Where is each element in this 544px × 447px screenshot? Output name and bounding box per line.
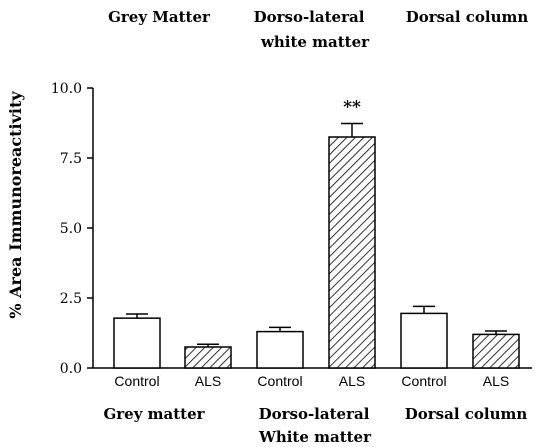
x-tick-label: ALS: [483, 373, 509, 389]
x-tick-label: Control: [114, 373, 159, 389]
top-group-label-dorso-lateral-line1: Dorso-lateral: [254, 8, 365, 26]
bar-control-2: [256, 330, 304, 369]
bottom-group-label-dorso-lateral-line1: Dorso-lateral: [259, 405, 370, 423]
y-axis-label: % Area Immunoreactivity: [6, 91, 25, 319]
top-group-label-grey-matter: Grey Matter: [108, 8, 211, 26]
x-tick-label: Control: [401, 373, 446, 389]
x-tick-label: Control: [257, 373, 302, 389]
top-group-label-dorsal-column: Dorsal column: [406, 8, 529, 26]
bottom-group-label-grey-matter: Grey matter: [103, 405, 205, 423]
bar-control-4: [400, 312, 448, 369]
bar-als-3: [328, 136, 376, 369]
bar-als-5: [472, 333, 520, 369]
axes: 0.0 2.5 5.0 7.5 10.0: [51, 81, 532, 377]
y-tick-label: 10.0: [51, 81, 82, 97]
x-tick-label: ALS: [339, 373, 365, 389]
y-tick-label: 0.0: [60, 361, 82, 377]
top-group-label-dorso-lateral-line2: white matter: [260, 33, 370, 51]
y-tick-label: 2.5: [60, 291, 82, 307]
bar-control-0: [113, 317, 161, 369]
bars: **: [113, 98, 520, 369]
bottom-group-label-dorsal-column: Dorsal column: [405, 405, 528, 423]
bar-als-1: [184, 346, 232, 369]
x-tick-labels: Control ALS Control ALS Control ALS: [114, 373, 509, 389]
y-tick-label: 7.5: [60, 151, 82, 167]
y-tick-label: 5.0: [60, 221, 82, 237]
bottom-group-label-dorso-lateral-line2: White matter: [258, 428, 372, 446]
significance-annotation: **: [343, 98, 361, 118]
x-tick-label: ALS: [195, 373, 221, 389]
